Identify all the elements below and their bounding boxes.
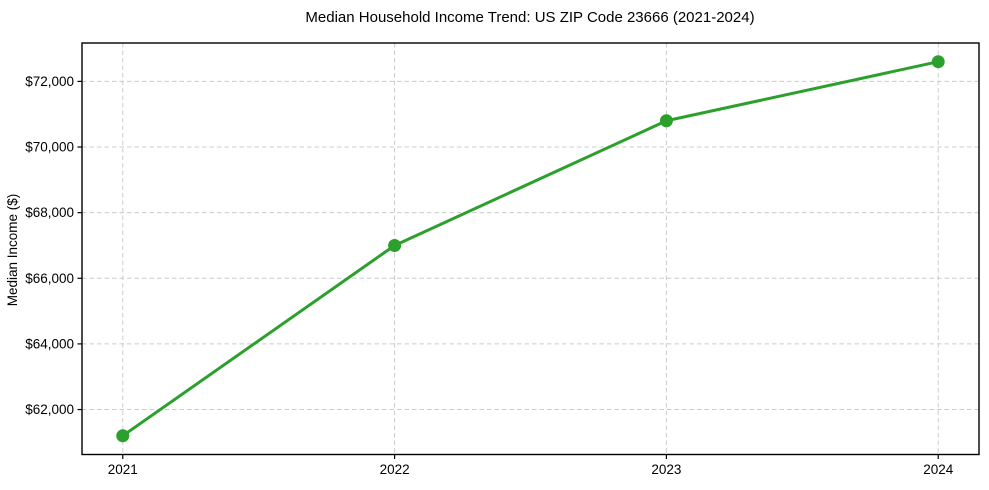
data-point-2023 bbox=[659, 114, 673, 128]
x-tick-label: 2021 bbox=[108, 462, 138, 477]
plot-border bbox=[81, 42, 980, 456]
y-tick-label: $68,000 bbox=[25, 205, 74, 220]
y-tick-label: $72,000 bbox=[25, 74, 74, 89]
data-point-2021 bbox=[116, 429, 130, 443]
x-tick-label: 2023 bbox=[651, 462, 681, 477]
y-tick-label: $70,000 bbox=[25, 140, 74, 155]
x-tick-label: 2024 bbox=[923, 462, 954, 477]
y-tick-label: $64,000 bbox=[25, 336, 74, 351]
data-point-2022 bbox=[388, 238, 402, 252]
y-tick-label: $62,000 bbox=[25, 402, 74, 417]
grid-layer bbox=[82, 43, 979, 455]
series-layer bbox=[116, 55, 945, 443]
data-point-2024 bbox=[931, 55, 945, 69]
axis-layer: $62,000 $64,000 $66,000 $68,000 $70,000 $72,0… bbox=[25, 74, 954, 477]
x-tick-label: 2022 bbox=[380, 462, 410, 477]
y-tick-label: $66,000 bbox=[25, 271, 74, 286]
income-trend-line bbox=[121, 60, 940, 438]
chart-title: Median Household Income Trend: US ZIP Co… bbox=[305, 9, 754, 26]
y-axis-label: Median Income ($) bbox=[5, 194, 20, 307]
